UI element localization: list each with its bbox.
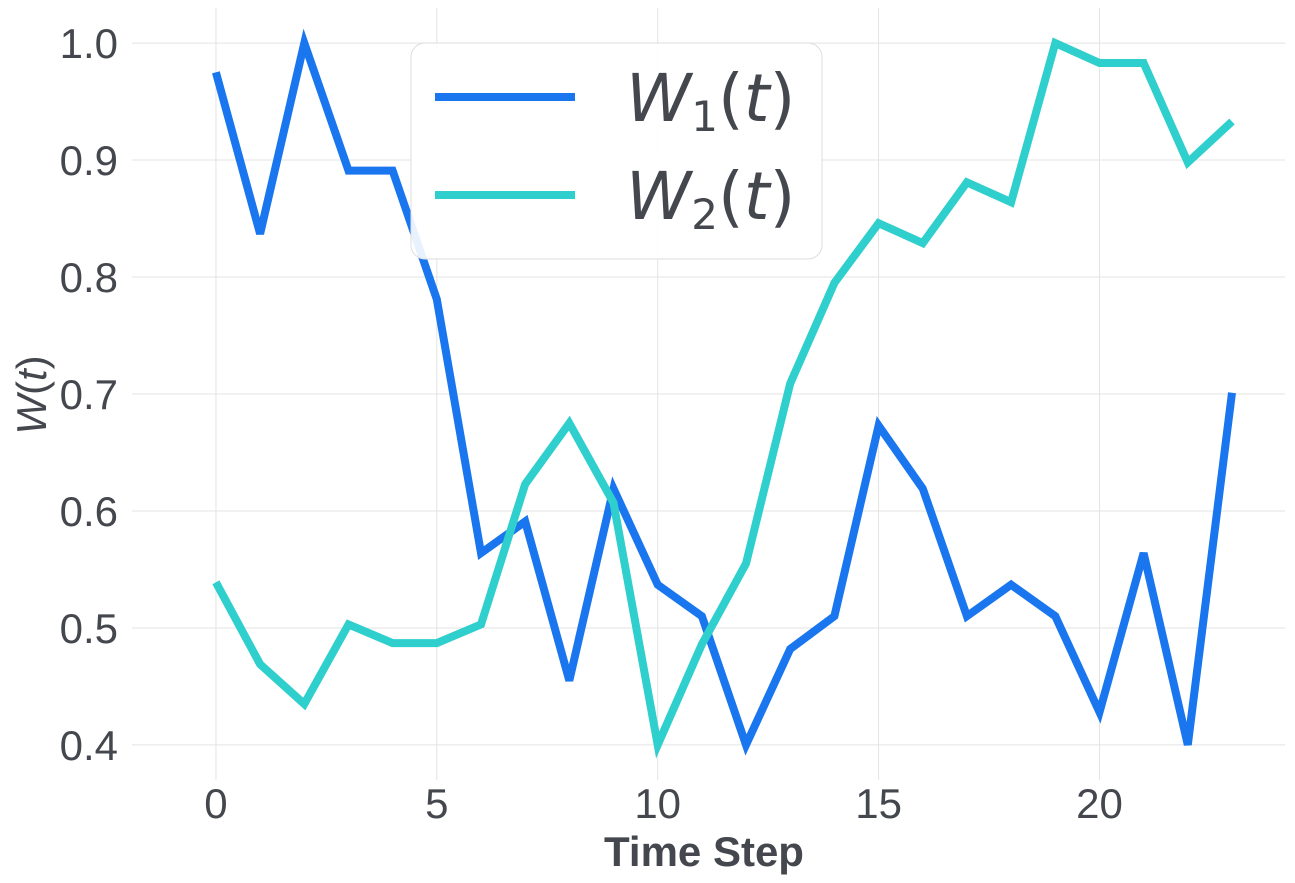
y-tick-label: 0.8 [60, 254, 118, 301]
y-axis-title-close: ) [8, 355, 55, 369]
x-tick-label: 15 [855, 780, 902, 827]
series-line-w1 [212, 28, 1236, 756]
legend-label-w2: W2(t) [626, 158, 795, 239]
x-tick-label: 5 [425, 780, 448, 827]
legend-label-w1: W1(t) [626, 60, 795, 141]
y-axis-title-var: t [8, 367, 55, 381]
y-tick-label: 0.4 [60, 722, 118, 769]
y-tick-label: 0.5 [60, 605, 118, 652]
y-axis-title-symbol: W [8, 392, 55, 435]
series-line-w2 [212, 37, 1235, 759]
legend-label-w2-symbol: W [626, 158, 694, 235]
series-lines [212, 28, 1236, 759]
x-tick-label: 0 [204, 780, 227, 827]
legend: W1(t) W2(t) [410, 42, 823, 260]
legend-label-w1-open: ( [718, 60, 744, 137]
legend-label-w2-close: ) [770, 158, 796, 235]
y-tick-label: 0.9 [60, 137, 118, 184]
y-tick-label: 0.7 [60, 371, 118, 418]
x-axis-title: Time Step [604, 828, 804, 875]
y-axis-title: W(t) [8, 355, 55, 434]
x-tick-label: 10 [634, 780, 681, 827]
y-tick-label: 1.0 [60, 20, 118, 67]
y-tick-label: 0.6 [60, 488, 118, 535]
legend-label-w2-open: ( [718, 158, 744, 235]
legend-label-w1-close: ) [770, 60, 796, 137]
legend-label-w2-sub: 2 [691, 190, 718, 239]
legend-label-w2-var: t [744, 158, 772, 235]
tick-labels: 0 5 10 15 20 0.4 0.5 0.6 0.7 0.8 0.9 1.0 [60, 20, 1123, 827]
y-axis-title-open: ( [8, 381, 55, 395]
x-tick-label: 20 [1076, 780, 1123, 827]
legend-label-w1-var: t [744, 60, 772, 137]
legend-label-w1-symbol: W [626, 60, 694, 137]
legend-label-w1-sub: 1 [691, 92, 718, 141]
